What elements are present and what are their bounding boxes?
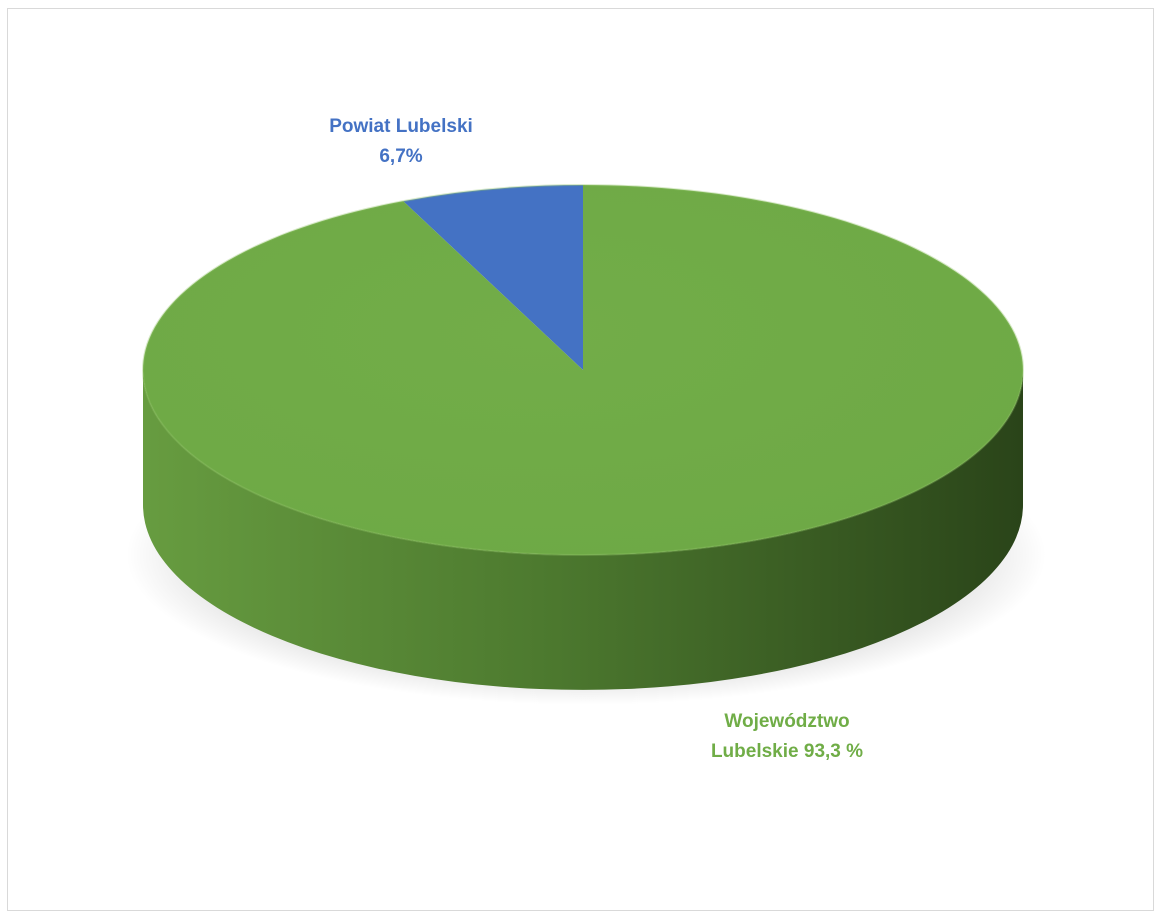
pie-side xyxy=(143,370,1023,690)
pie-rim xyxy=(142,184,1024,556)
slice-label-powiat: Powiat Lubelski 6,7% xyxy=(316,112,486,172)
slice-label-wojewodztwo-name: Województwo xyxy=(724,711,850,732)
pie-slice-wojewodztwo-lubelskie xyxy=(142,185,1023,555)
slice-label-wojewodztwo: Województwo Lubelskie 93,3 % xyxy=(682,707,892,767)
slice-label-wojewodztwo-value: Lubelskie 93,3 % xyxy=(710,741,864,762)
pie-slice-powiat-lubelski xyxy=(403,185,583,370)
slice-label-powiat-value: 6,7% xyxy=(379,146,423,167)
slice-label-powiat-name: Powiat Lubelski xyxy=(329,116,473,137)
